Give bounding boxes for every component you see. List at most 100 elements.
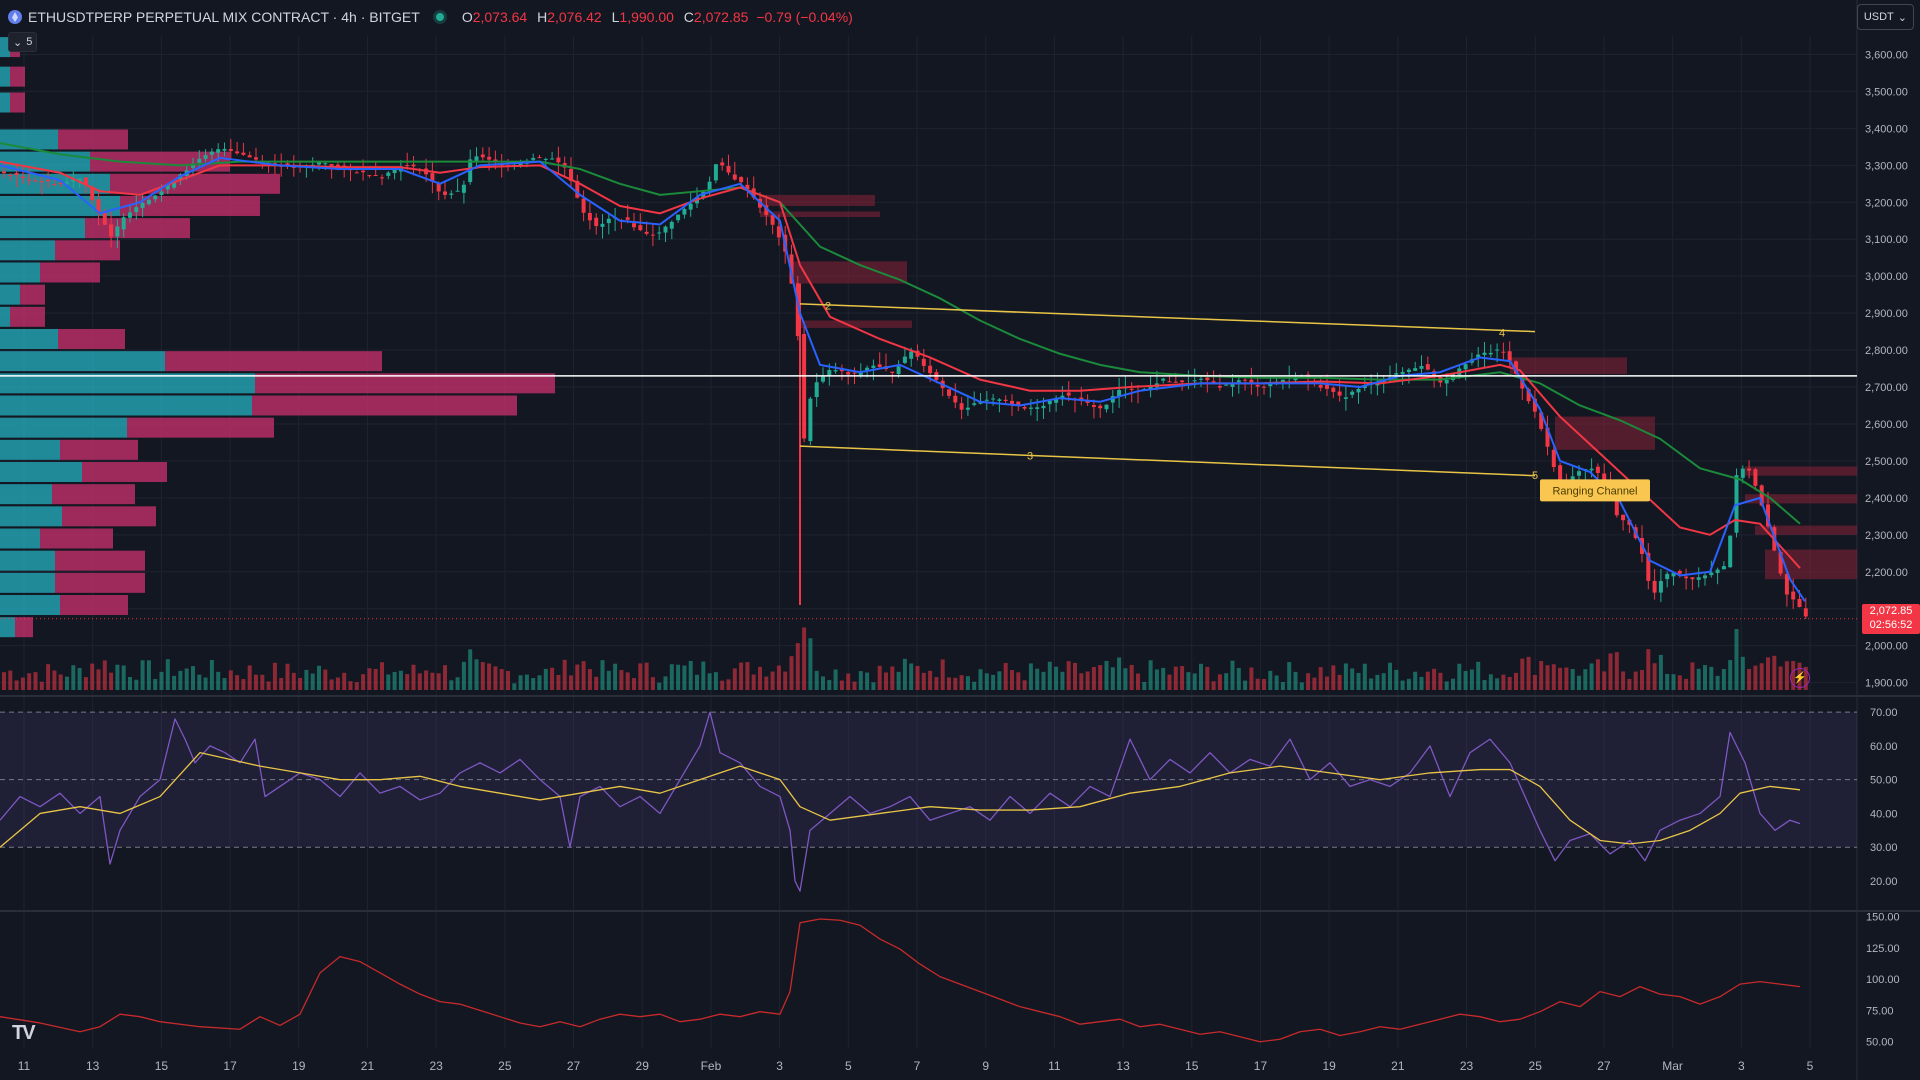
volume-bar [758,666,762,690]
volume-bar [732,668,737,690]
volume-bar [1759,663,1764,690]
candle-body [896,366,901,375]
volume-bar [1211,681,1216,690]
volume-bar [915,665,920,690]
candle-body [732,174,737,180]
volume-bar [1684,678,1689,690]
volume-bar [821,676,825,690]
candle-body [550,158,555,160]
indicators-toggle-button[interactable]: ⌄ 5 [8,32,38,52]
volume-bar [398,670,403,690]
volume-profile-sell-bar [82,462,167,482]
symbol-title[interactable]: ETHUSDTPERP PERPETUAL MIX CONTRACT · 4h … [28,9,420,25]
candle-body [8,175,13,177]
volume-bar [197,674,202,690]
volume-bar [1375,674,1380,690]
candle-body [1728,535,1733,568]
volume-bar [14,680,19,690]
volume-bar [1325,676,1329,690]
candle-body [707,181,712,193]
candle-body [443,191,447,195]
volume-bar [1577,675,1581,690]
candle-body [871,365,876,368]
bar-countdown: 02:56:52 [1869,619,1913,631]
volume-bar [1262,679,1266,690]
volume-bar [1035,668,1040,690]
volume-bar [1608,653,1613,690]
volume-bar [1362,663,1367,690]
volume-profile-sell-bar [20,284,45,305]
candle-body [833,370,838,372]
candle-body [1167,381,1172,383]
supply-zone [800,320,912,328]
volume-bar [461,661,466,690]
candle-body [1350,391,1355,395]
candle-body [474,156,479,162]
volume-profile-sell-bar [40,262,100,283]
price-tick-label: 3,300.00 [1865,160,1908,172]
candle-body [1721,566,1726,570]
time-tick-label: 27 [567,1059,581,1073]
volume-bar [1123,668,1128,690]
candle-body [1747,468,1752,471]
volume-bar [405,674,410,690]
candle-body [1217,385,1222,388]
volume-bar [1110,667,1115,690]
volume-bar [335,677,340,690]
candle-body [1129,388,1134,390]
candle-body [65,181,69,184]
volume-bar [688,660,693,690]
ohlc-values: O2,073.64 H2,076.42 L1,990.00 C2,072.85 … [461,9,853,25]
candle-body [191,163,195,168]
volume-profile-buy-bar [0,328,58,349]
candle-body [657,232,662,234]
volume-bar [342,672,347,690]
atr-line [0,918,1801,1043]
candle-body [745,184,750,190]
candle-body [1054,398,1059,403]
candle-body [1703,575,1707,579]
volume-bar [184,668,189,690]
candle-body [228,148,233,151]
volume-bar [1274,675,1279,690]
volume-profile-buy-bar [0,373,255,394]
volume-bar [443,665,447,690]
atr-tick-label: 50.00 [1866,1037,1894,1049]
candle-body [852,372,857,374]
volume-bar [1665,673,1670,690]
candle-body [209,151,214,155]
volume-bar [1028,663,1033,690]
volume-bar [1772,655,1777,690]
volume-bar [1438,672,1443,690]
volume-bar [682,665,687,690]
candle-body [146,199,151,205]
channel-point-label: 5 [1532,470,1538,482]
volume-bar [619,670,624,690]
volume-bar [1173,666,1178,690]
candle-body [625,217,630,220]
lightning-icon[interactable]: ⚡ [1790,668,1810,688]
currency-select[interactable]: USDT ⌄ [1856,4,1914,30]
volume-bar [632,678,636,690]
volume-bar [556,674,561,690]
volume-bar [329,679,334,690]
volume-bar [348,681,353,690]
time-tick-label: 7 [914,1059,921,1073]
candle-body [814,382,819,398]
candle-body [537,157,542,159]
candle-body [1652,580,1657,593]
volume-bar [1293,671,1298,690]
tradingview-logo-icon[interactable]: TV [12,1022,36,1044]
price-tick-label: 2,000.00 [1865,641,1908,653]
volume-bar [984,673,989,690]
volume-bar [134,679,139,690]
candle-body [556,157,561,163]
candle-body [487,156,492,160]
candle-body [1753,469,1758,486]
volume-profile-buy-bar [0,218,85,239]
candle-body [682,208,687,215]
volume-bar [1551,664,1556,690]
volume-bar [178,670,183,690]
price-tick-label: 2,800.00 [1865,345,1908,357]
